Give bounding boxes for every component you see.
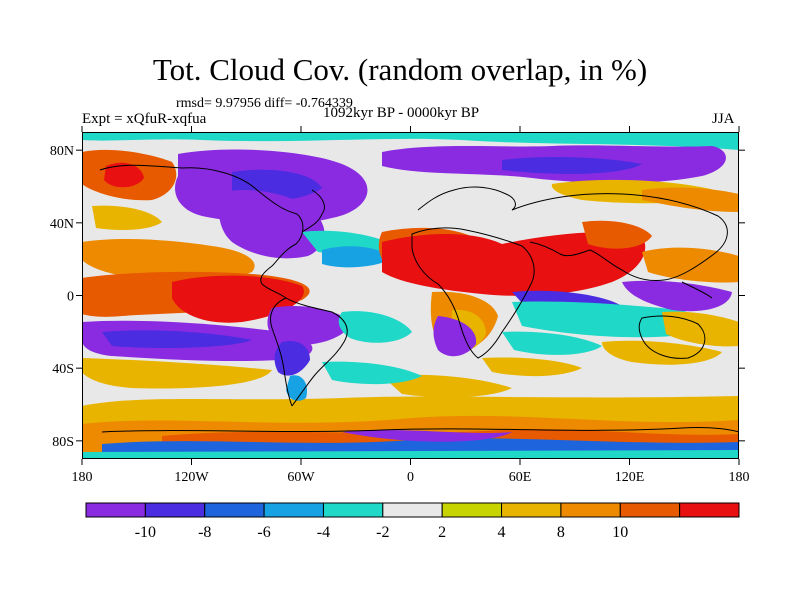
colorbar-label: -10 (135, 524, 156, 541)
colorbar-label: 8 (557, 524, 565, 541)
colorbar-box (560, 502, 621, 518)
lon-tick-label: 180 (72, 470, 93, 485)
colorbar-label: -4 (317, 524, 330, 541)
colorbar-box (263, 502, 324, 518)
map-panel (82, 132, 739, 459)
lat-tick-label: 40S (52, 362, 74, 377)
experiment-label: Expt = xQfuR-xqfua (82, 111, 207, 127)
map-frame (82, 132, 739, 459)
colorbar-label: -2 (376, 524, 389, 541)
coastlines (99, 164, 739, 433)
colorbar-label: 2 (438, 524, 446, 541)
lon-tick-label: 180 (729, 470, 750, 485)
lon-tick-label: 120W (174, 470, 209, 485)
field-tropics (82, 190, 739, 401)
lat-tick-label: 80S (52, 435, 74, 450)
colorbar-box (679, 502, 740, 518)
map-field (82, 132, 739, 459)
lat-tick-label: 40N (50, 217, 74, 232)
colorbar-box (322, 502, 384, 518)
colorbar-box (619, 502, 681, 518)
colorbar-labels: -10 -8 -6 -4 -2 2 4 8 10 (135, 524, 629, 541)
colorbar-box (144, 502, 206, 518)
colorbar-box (85, 502, 146, 518)
lon-tick-label: 60W (287, 470, 315, 485)
lon-tick-label: 60E (509, 470, 532, 485)
colorbar-box (382, 502, 443, 518)
lat-tick-label: 0 (67, 290, 74, 305)
lat-tick-label: 80N (50, 144, 74, 159)
longitude-axis: 180 120W 60W 0 60E 120E 180 (72, 126, 750, 485)
lon-tick-label: 120E (615, 470, 645, 485)
stats-line: rmsd= 9.97956 diff= -0.764339 (176, 96, 353, 111)
colorbar-box (441, 502, 503, 518)
colorbar-label: 4 (498, 524, 506, 541)
colorbar-label: -8 (198, 524, 211, 541)
colorbar-boxes (85, 502, 740, 518)
colorbar-label: 10 (612, 524, 628, 541)
colorbar-box (204, 502, 265, 518)
colorbar-box (501, 502, 562, 518)
lon-tick-label: 0 (407, 470, 414, 485)
season-label: JJA (712, 111, 735, 127)
field-band-south (82, 396, 739, 459)
period-label: 1092kyr BP - 0000kyr BP (323, 105, 480, 121)
latitude-axis: 80N 40N 0 40S 80S (50, 144, 745, 450)
colorbar-label: -6 (257, 524, 270, 541)
chart-title: Tot. Cloud Cov. (random overlap, in %) (152, 52, 648, 87)
